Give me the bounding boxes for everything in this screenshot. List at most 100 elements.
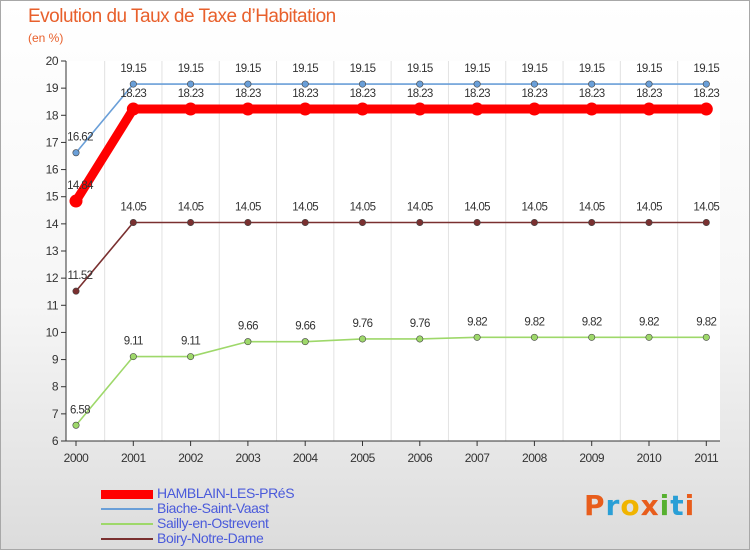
data-label: 19.15 xyxy=(522,63,548,75)
data-label: 9.82 xyxy=(582,316,602,328)
x-tick-label: 2011 xyxy=(694,451,719,465)
data-label: 9.82 xyxy=(639,316,659,328)
y-tick-label: 13 xyxy=(46,244,59,258)
data-label: 18.23 xyxy=(464,88,490,100)
data-point xyxy=(187,219,195,227)
data-point xyxy=(416,335,424,343)
y-tick-label: 8 xyxy=(52,380,59,394)
data-label: 18.23 xyxy=(120,88,146,100)
data-label: 9.82 xyxy=(524,316,544,328)
y-tick-label: 6 xyxy=(52,434,59,448)
data-label: 16.62 xyxy=(67,132,93,144)
data-label: 18.23 xyxy=(522,88,548,100)
data-label: 14.05 xyxy=(292,202,318,214)
data-point xyxy=(126,102,140,116)
x-tick-label: 2010 xyxy=(637,451,663,465)
data-point xyxy=(642,102,656,116)
x-tick-label: 2005 xyxy=(350,451,376,465)
data-point xyxy=(588,333,596,341)
legend-swatch xyxy=(101,523,153,525)
data-point xyxy=(645,333,653,341)
data-point xyxy=(530,219,538,227)
legend-label: Boiry-Notre-Dame xyxy=(157,530,264,546)
x-tick-label: 2007 xyxy=(465,451,491,465)
data-point xyxy=(473,333,481,341)
data-point xyxy=(187,353,195,361)
y-tick-label: 20 xyxy=(46,54,59,68)
data-label: 9.11 xyxy=(181,336,200,348)
y-tick-label: 18 xyxy=(46,108,59,122)
data-label: 18.23 xyxy=(693,88,719,100)
data-point xyxy=(358,219,366,227)
series-line-1 xyxy=(75,83,707,154)
data-label: 19.15 xyxy=(292,63,318,75)
data-point xyxy=(702,333,710,341)
chart-title: Evolution du Taux de Taxe d’Habitation xyxy=(28,6,336,27)
x-tick-label: 2001 xyxy=(121,451,147,465)
data-label: 19.15 xyxy=(350,63,376,75)
y-tick-label: 11 xyxy=(47,298,59,312)
data-label: 18.23 xyxy=(292,88,318,100)
data-label: 9.11 xyxy=(124,336,143,348)
data-label: 11.52 xyxy=(68,270,93,282)
x-tick-label: 2003 xyxy=(236,451,262,465)
data-label: 14.05 xyxy=(407,202,433,214)
data-point xyxy=(72,149,80,157)
y-tick-label: 9 xyxy=(52,353,59,367)
data-point xyxy=(699,102,713,116)
data-point xyxy=(244,338,252,346)
data-point xyxy=(585,102,599,116)
data-label: 14.84 xyxy=(67,180,94,192)
data-point xyxy=(358,80,366,88)
x-tick-label: 2008 xyxy=(522,451,548,465)
data-point xyxy=(187,80,195,88)
data-point xyxy=(244,80,252,88)
chart-subtitle: (en %) xyxy=(28,31,64,45)
data-point xyxy=(413,102,427,116)
y-tick-label: 14 xyxy=(46,217,59,231)
y-tick-label: 17 xyxy=(46,135,59,149)
data-label: 19.15 xyxy=(178,63,204,75)
data-point xyxy=(72,287,80,295)
data-point xyxy=(301,338,309,346)
data-label: 14.05 xyxy=(522,202,548,214)
data-point xyxy=(129,353,137,361)
data-label: 9.82 xyxy=(467,316,487,328)
data-label: 18.23 xyxy=(178,88,204,100)
data-label: 18.23 xyxy=(636,88,662,100)
data-label: 19.15 xyxy=(464,63,490,75)
y-tick-label: 19 xyxy=(46,81,59,95)
data-label: 14.05 xyxy=(464,202,490,214)
data-point xyxy=(645,80,653,88)
y-tick-label: 10 xyxy=(46,325,59,339)
data-label: 9.66 xyxy=(238,321,258,333)
data-label: 6.58 xyxy=(70,404,90,416)
plot-area: 6 7 8 9 10 11 12 13 14 15 16 17 18 19 20 2000 2001 2002 20… xyxy=(46,54,720,465)
data-label: 19.15 xyxy=(693,63,719,75)
data-point xyxy=(530,80,538,88)
data-label: 9.82 xyxy=(696,316,716,328)
x-tick-label: 2002 xyxy=(178,451,204,465)
x-tick-label: 2006 xyxy=(407,451,433,465)
data-point xyxy=(129,219,137,227)
plot-background xyxy=(66,61,720,441)
x-tick-label: 2004 xyxy=(293,451,319,465)
data-point xyxy=(416,80,424,88)
data-point xyxy=(129,80,137,88)
data-label: 19.15 xyxy=(407,63,433,75)
data-point xyxy=(588,80,596,88)
data-point xyxy=(358,335,366,343)
series-line-0 xyxy=(72,104,707,204)
data-label: 14.05 xyxy=(350,202,376,214)
legend-swatch xyxy=(101,538,153,540)
data-label: 14.05 xyxy=(235,202,261,214)
y-tick-label: 12 xyxy=(46,271,59,285)
legend-label: Sailly-en-Ostrevent xyxy=(157,515,269,531)
data-label: 19.15 xyxy=(235,63,261,75)
data-point xyxy=(184,102,198,116)
legend-swatch xyxy=(101,508,153,510)
data-point xyxy=(69,194,83,208)
data-point xyxy=(527,102,541,116)
data-label: 9.76 xyxy=(410,318,430,330)
data-point xyxy=(298,102,312,116)
